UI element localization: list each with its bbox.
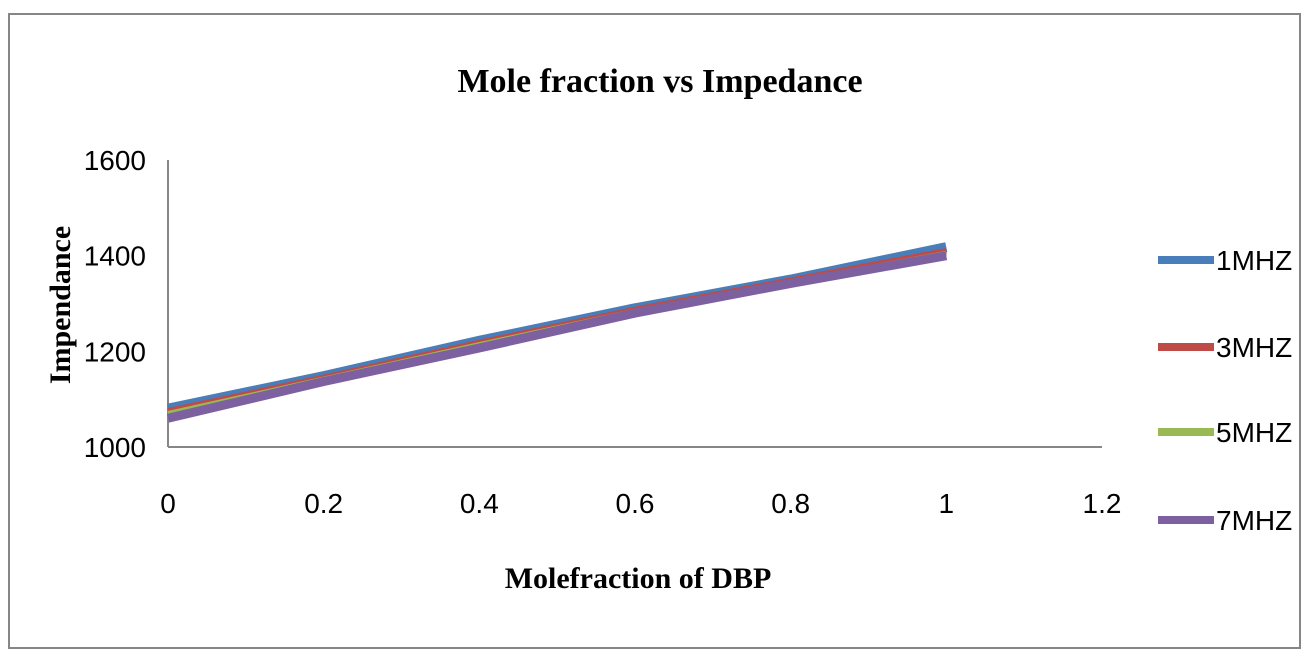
x-tick-labels: 0 0.2 0.4 0.6 0.8 1 1.2 xyxy=(160,488,1121,519)
x-tick-label: 0.6 xyxy=(616,488,655,519)
x-tick-label: 1.2 xyxy=(1083,488,1122,519)
x-tick-label: 0 xyxy=(160,488,176,519)
legend: 1MHZ 3MHZ 5MHZ 7MHZ xyxy=(1158,245,1292,536)
x-tick-label: 0.4 xyxy=(460,488,499,519)
y-axis-title: Impendance xyxy=(44,226,77,384)
chart-title: Mole fraction vs Impedance xyxy=(457,63,862,100)
x-axis-title: Molefraction of DBP xyxy=(505,562,772,595)
y-tick-label: 1200 xyxy=(84,336,146,367)
legend-label-7mhz: 7MHZ xyxy=(1216,505,1292,536)
chart-area xyxy=(8,13,1301,649)
y-tick-label: 1600 xyxy=(84,145,146,176)
x-tick-label: 1 xyxy=(939,488,955,519)
series-lines xyxy=(166,242,948,423)
legend-label-3mhz: 3MHZ xyxy=(1216,332,1292,363)
x-tick-label: 0.2 xyxy=(304,488,343,519)
y-tick-label: 1000 xyxy=(84,432,146,463)
y-tick-labels: 1000 1200 1400 1600 xyxy=(84,145,146,463)
y-tick-label: 1400 xyxy=(84,241,146,272)
legend-label-5mhz: 5MHZ xyxy=(1216,417,1292,448)
plot-area xyxy=(167,160,1102,448)
x-tick-label: 0.8 xyxy=(771,488,810,519)
legend-label-1mhz: 1MHZ xyxy=(1216,245,1292,276)
series-line-7mhz xyxy=(166,251,948,423)
